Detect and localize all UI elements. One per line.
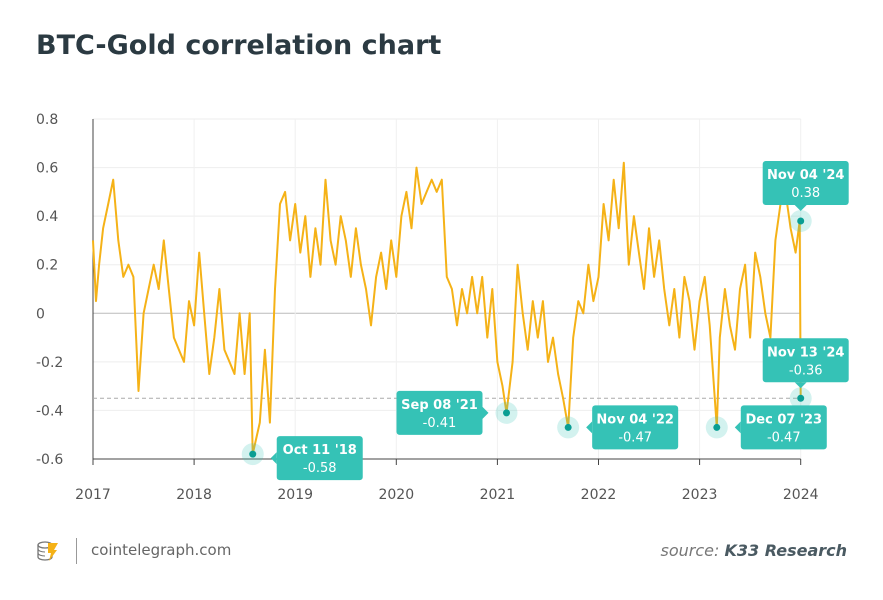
annotation-pointer <box>794 205 807 211</box>
y-tick-label: -0.2 <box>36 355 63 371</box>
annotation-point <box>797 217 805 225</box>
x-tick-label: 2024 <box>783 487 819 503</box>
x-tick-label: 2022 <box>581 487 617 503</box>
x-tick-label: 2017 <box>75 487 111 503</box>
annotation-pointer <box>482 406 489 419</box>
annotation-box <box>592 405 679 450</box>
annotation: Nov 13 '24 -0.36 <box>762 338 849 410</box>
annotation-point <box>502 409 510 417</box>
annotation-point <box>713 423 721 431</box>
x-tick-label: 2023 <box>682 487 718 503</box>
annotation-date: Nov 04 '24 <box>767 168 845 183</box>
annotation-date: Nov 13 '24 <box>767 345 845 360</box>
annotation-value: -0.36 <box>789 363 823 378</box>
annotation-box <box>276 436 363 481</box>
annotation-value: -0.58 <box>303 461 337 476</box>
annotation-box <box>762 161 849 205</box>
y-tick-label: 0.6 <box>36 161 58 177</box>
annotation-pointer <box>586 421 593 434</box>
y-tick-label: 0.8 <box>36 112 58 128</box>
annotation: Sep 08 '21 -0.41 <box>396 390 518 435</box>
chart-title: BTC-Gold correlation chart <box>36 30 442 61</box>
x-tick-label: 2019 <box>277 487 313 503</box>
annotation-value: 0.38 <box>791 186 820 201</box>
annotation: Nov 04 '24 0.38 <box>762 161 849 232</box>
annotation-value: -0.47 <box>618 430 652 445</box>
annotation-pointer <box>734 421 741 434</box>
y-tick-label: -0.4 <box>36 403 63 419</box>
annotation-date: Sep 08 '21 <box>401 398 478 413</box>
annotation-point <box>249 450 257 458</box>
y-tick-label: 0 <box>36 306 45 322</box>
annotation-value: -0.47 <box>767 430 801 445</box>
source-credit: source: K33 Research <box>660 541 847 560</box>
annotation-point <box>564 423 572 431</box>
annotation-pointer <box>794 382 807 389</box>
cointelegraph-logo-icon <box>37 541 58 561</box>
correlation-line <box>92 161 802 456</box>
annotation-box <box>396 390 483 435</box>
annotation: Dec 07 '23 -0.47 <box>705 405 827 450</box>
x-tick-label: 2020 <box>378 487 414 503</box>
x-tick-label: 2018 <box>176 487 212 503</box>
annotation-date: Dec 07 '23 <box>746 412 823 427</box>
annotation-pointer <box>270 452 277 465</box>
annotation-date: Oct 11 '18 <box>283 443 357 458</box>
footer-divider <box>76 538 77 564</box>
annotation-value: -0.41 <box>423 416 457 431</box>
annotation-box <box>740 405 827 450</box>
y-tick-label: 0.2 <box>36 258 58 274</box>
source-name: K33 Research <box>724 541 847 560</box>
y-tick-label: -0.6 <box>36 452 63 468</box>
annotation-box <box>762 338 849 383</box>
site-name: cointelegraph.com <box>91 541 232 559</box>
source-prefix: source: <box>660 541 720 560</box>
x-tick-label: 2021 <box>480 487 516 503</box>
annotation-date: Nov 04 '22 <box>596 412 674 427</box>
annotation: Nov 04 '22 -0.47 <box>557 405 679 450</box>
annotation: Oct 11 '18 -0.58 <box>241 436 363 481</box>
y-tick-label: 0.4 <box>36 209 58 225</box>
annotation-point <box>797 394 805 402</box>
